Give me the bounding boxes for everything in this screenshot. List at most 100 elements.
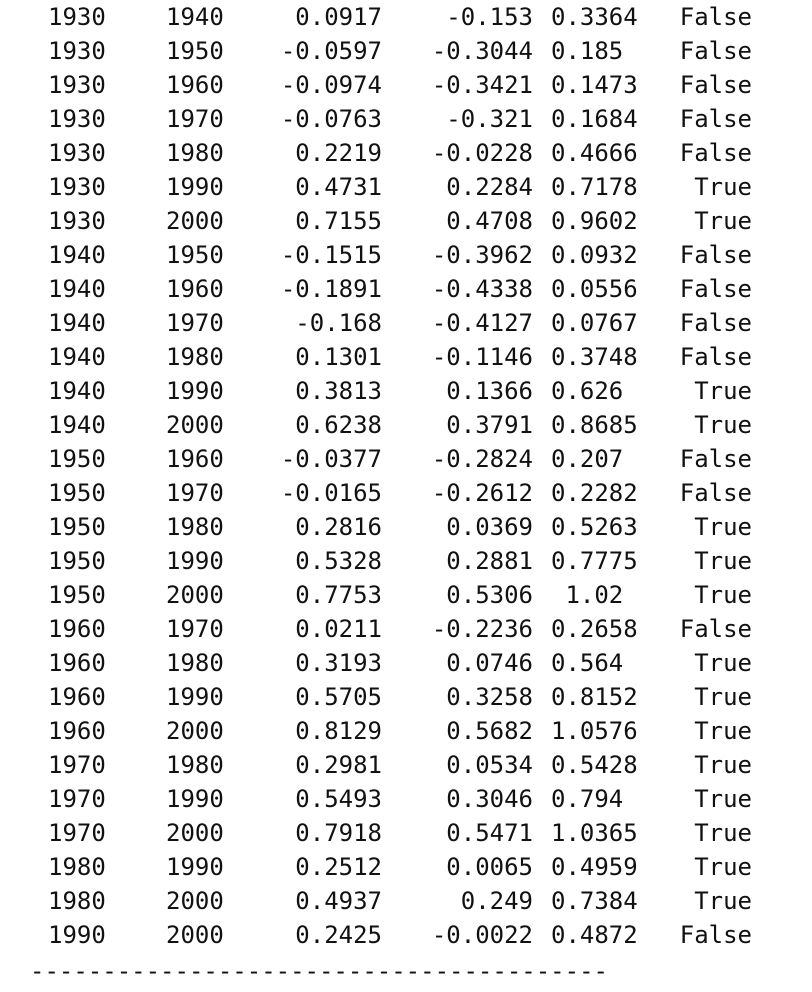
table-row: 1940 1990 0.3813 0.1366 0.626 True — [0, 374, 812, 408]
table-row: 1930 1940 0.0917 -0.153 0.3364 False — [0, 0, 812, 34]
reject-cell: True — [694, 411, 752, 439]
meandiff-cell: 0.8129 — [295, 717, 382, 745]
table-row: 1970 1990 0.5493 0.3046 0.794 True — [0, 782, 812, 816]
reject-cell: True — [694, 207, 752, 235]
lower-cell: -0.4338 — [431, 275, 533, 303]
group1-cell: 1980 — [48, 887, 106, 915]
group1-cell: 1930 — [48, 105, 106, 133]
reject-cell: False — [679, 479, 752, 507]
upper-cell: 0.0932 — [551, 241, 638, 269]
meandiff-cell: 0.2219 — [295, 139, 382, 167]
meandiff-cell: 0.7753 — [295, 581, 382, 609]
meandiff-cell: 0.4731 — [295, 173, 382, 201]
group1-cell: 1940 — [48, 241, 106, 269]
group1-cell: 1950 — [48, 547, 106, 575]
table-row: 1930 1990 0.4731 0.2284 0.7178 True — [0, 170, 812, 204]
table-row: 1940 2000 0.6238 0.3791 0.8685 True — [0, 408, 812, 442]
reject-cell: True — [694, 717, 752, 745]
reject-cell: False — [679, 3, 752, 31]
group2-cell: 1970 — [166, 309, 224, 337]
group1-cell: 1940 — [48, 275, 106, 303]
meandiff-cell: 0.5328 — [295, 547, 382, 575]
meandiff-cell: 0.3193 — [295, 649, 382, 677]
table-row: 1980 1990 0.2512 0.0065 0.4959 True — [0, 850, 812, 884]
lower-cell: -0.2236 — [431, 615, 533, 643]
reject-cell: False — [679, 615, 752, 643]
group2-cell: 1990 — [166, 683, 224, 711]
meandiff-cell: -0.168 — [295, 309, 382, 337]
group1-cell: 1930 — [48, 3, 106, 31]
group1-cell: 1960 — [48, 615, 106, 643]
group1-cell: 1990 — [48, 921, 106, 949]
lower-cell: 0.0369 — [446, 513, 533, 541]
group2-cell: 1980 — [166, 751, 224, 779]
upper-cell: 0.3364 — [551, 3, 638, 31]
reject-cell: True — [694, 785, 752, 813]
table-row: 1940 1980 0.1301 -0.1146 0.3748 False — [0, 340, 812, 374]
table-row: 1960 2000 0.8129 0.5682 1.0576 True — [0, 714, 812, 748]
upper-cell: 0.626 — [551, 377, 624, 405]
group2-cell: 2000 — [166, 581, 224, 609]
reject-cell: True — [694, 547, 752, 575]
group1-cell: 1940 — [48, 309, 106, 337]
group1-cell: 1950 — [48, 445, 106, 473]
group1-cell: 1930 — [48, 71, 106, 99]
meandiff-cell: 0.0917 — [295, 3, 382, 31]
upper-cell: 0.0767 — [551, 309, 638, 337]
table-row: 1990 2000 0.2425 -0.0022 0.4872 False — [0, 918, 812, 952]
reject-cell: True — [694, 581, 752, 609]
group2-cell: 1980 — [166, 139, 224, 167]
lower-cell: -0.2824 — [431, 445, 533, 473]
group1-cell: 1970 — [48, 785, 106, 813]
table-row: 1930 1980 0.2219 -0.0228 0.4666 False — [0, 136, 812, 170]
table-bottom-rule: ---------------------------------------- — [30, 957, 608, 985]
reject-cell: False — [679, 139, 752, 167]
upper-cell: 0.4959 — [551, 853, 638, 881]
lower-cell: -0.321 — [446, 105, 533, 133]
reject-cell: True — [694, 173, 752, 201]
upper-cell: 0.564 — [551, 649, 624, 677]
lower-cell: 0.5682 — [446, 717, 533, 745]
group1-cell: 1930 — [48, 207, 106, 235]
group1-cell: 1940 — [48, 343, 106, 371]
meandiff-cell: -0.1515 — [280, 241, 382, 269]
lower-cell: 0.5471 — [446, 819, 533, 847]
reject-cell: False — [679, 445, 752, 473]
upper-cell: 0.7384 — [551, 887, 638, 915]
group2-cell: 1960 — [166, 71, 224, 99]
group1-cell: 1950 — [48, 479, 106, 507]
lower-cell: -0.0228 — [431, 139, 533, 167]
group2-cell: 1990 — [166, 173, 224, 201]
meandiff-cell: 0.7918 — [295, 819, 382, 847]
table-row: 1930 1970 -0.0763 -0.321 0.1684 False — [0, 102, 812, 136]
upper-cell: 0.4872 — [551, 921, 638, 949]
group2-cell: 2000 — [166, 207, 224, 235]
table-row: 1950 1980 0.2816 0.0369 0.5263 True — [0, 510, 812, 544]
upper-cell: 1.0576 — [551, 717, 638, 745]
meandiff-cell: 0.1301 — [295, 343, 382, 371]
upper-cell: 0.185 — [551, 37, 624, 65]
reject-cell: True — [694, 819, 752, 847]
group2-cell: 1980 — [166, 513, 224, 541]
group2-cell: 1990 — [166, 853, 224, 881]
lower-cell: 0.3046 — [446, 785, 533, 813]
meandiff-cell: 0.6238 — [295, 411, 382, 439]
lower-cell: -0.2612 — [431, 479, 533, 507]
reject-cell: False — [679, 275, 752, 303]
group2-cell: 2000 — [166, 411, 224, 439]
table-row: 1930 1950 -0.0597 -0.3044 0.185 False — [0, 34, 812, 68]
group1-cell: 1960 — [48, 683, 106, 711]
group2-cell: 1940 — [166, 3, 224, 31]
group1-cell: 1940 — [48, 411, 106, 439]
reject-cell: False — [679, 309, 752, 337]
reject-cell: True — [694, 683, 752, 711]
upper-cell: 0.4666 — [551, 139, 638, 167]
lower-cell: -0.153 — [446, 3, 533, 31]
table-row: 1970 1980 0.2981 0.0534 0.5428 True — [0, 748, 812, 782]
group1-cell: 1960 — [48, 649, 106, 677]
group1-cell: 1930 — [48, 173, 106, 201]
reject-cell: True — [694, 887, 752, 915]
table-row: 1950 1970 -0.0165 -0.2612 0.2282 False — [0, 476, 812, 510]
lower-cell: 0.3791 — [446, 411, 533, 439]
table-row: 1960 1980 0.3193 0.0746 0.564 True — [0, 646, 812, 680]
